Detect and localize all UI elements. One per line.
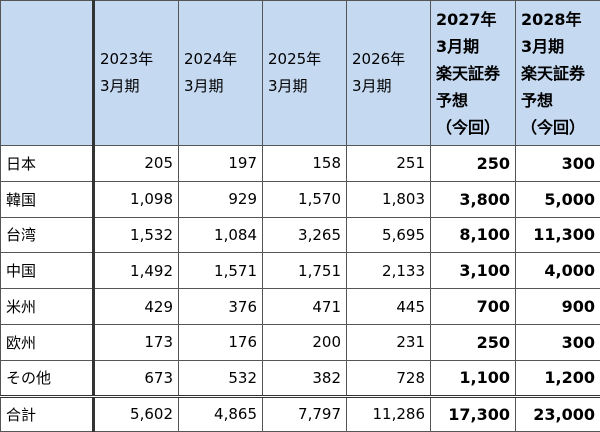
value-cell: 929	[179, 181, 263, 217]
row-label: 日本	[1, 146, 94, 182]
value-cell: 1,492	[94, 253, 179, 289]
value-cell: 7,797	[263, 396, 347, 432]
value-cell: 376	[179, 289, 263, 325]
row-label: 台湾	[1, 217, 94, 253]
corner-cell	[1, 1, 94, 146]
value-cell: 1,084	[179, 217, 263, 253]
value-cell: 1,200	[516, 360, 600, 396]
row-label: 米州	[1, 289, 94, 325]
row-label: 韓国	[1, 181, 94, 217]
value-cell: 250	[431, 324, 516, 360]
value-cell: 1,570	[263, 181, 347, 217]
value-cell: 197	[179, 146, 263, 182]
value-cell: 1,751	[263, 253, 347, 289]
value-cell: 17,300	[431, 396, 516, 432]
header-line: （今回）	[521, 114, 595, 141]
value-cell: 2,133	[347, 253, 431, 289]
value-cell: 429	[94, 289, 179, 325]
header-line: 楽天証券	[436, 60, 510, 87]
header-line: 3月期	[436, 33, 510, 60]
header-line: 楽天証券	[521, 60, 595, 87]
row-label: 欧州	[1, 324, 94, 360]
value-cell: 231	[347, 324, 431, 360]
value-cell: 4,865	[179, 396, 263, 432]
header-line: 2024年	[184, 46, 257, 73]
header-line: 2026年	[352, 46, 425, 73]
row-label: その他	[1, 360, 94, 396]
value-cell: 23,000	[516, 396, 600, 432]
value-cell: 158	[263, 146, 347, 182]
value-cell: 300	[516, 146, 600, 182]
value-cell: 251	[347, 146, 431, 182]
value-cell: 1,098	[94, 181, 179, 217]
row-label: 中国	[1, 253, 94, 289]
value-cell: 205	[94, 146, 179, 182]
value-cell: 3,800	[431, 181, 516, 217]
value-cell: 11,286	[347, 396, 431, 432]
value-cell: 471	[263, 289, 347, 325]
value-cell: 176	[179, 324, 263, 360]
value-cell: 4,000	[516, 253, 600, 289]
value-cell: 5,602	[94, 396, 179, 432]
header-line: 3月期	[268, 73, 341, 100]
value-cell: 3,265	[263, 217, 347, 253]
row-label: 合計	[1, 396, 94, 432]
value-cell: 445	[347, 289, 431, 325]
value-cell: 1,100	[431, 360, 516, 396]
value-cell: 5,695	[347, 217, 431, 253]
value-cell: 250	[431, 146, 516, 182]
header-line: 3月期	[352, 73, 425, 100]
header-line: 3月期	[184, 73, 257, 100]
header-line: 3月期	[100, 73, 173, 100]
header-line: （今回）	[436, 114, 510, 141]
value-cell: 300	[516, 324, 600, 360]
value-cell: 200	[263, 324, 347, 360]
value-cell: 5,000	[516, 181, 600, 217]
header-line: 予想	[436, 87, 510, 114]
value-cell: 728	[347, 360, 431, 396]
value-cell: 532	[179, 360, 263, 396]
value-cell: 700	[431, 289, 516, 325]
header-line: 2025年	[268, 46, 341, 73]
value-cell: 900	[516, 289, 600, 325]
value-cell: 382	[263, 360, 347, 396]
header-line: 2027年	[436, 6, 510, 33]
value-cell: 3,100	[431, 253, 516, 289]
value-cell: 8,100	[431, 217, 516, 253]
value-cell: 1,571	[179, 253, 263, 289]
header-line: 2028年	[521, 6, 595, 33]
value-cell: 173	[94, 324, 179, 360]
header-line: 予想	[521, 87, 595, 114]
value-cell: 1,532	[94, 217, 179, 253]
header-line: 2023年	[100, 46, 173, 73]
header-line: 3月期	[521, 33, 595, 60]
value-cell: 1,803	[347, 181, 431, 217]
value-cell: 11,300	[516, 217, 600, 253]
value-cell: 673	[94, 360, 179, 396]
